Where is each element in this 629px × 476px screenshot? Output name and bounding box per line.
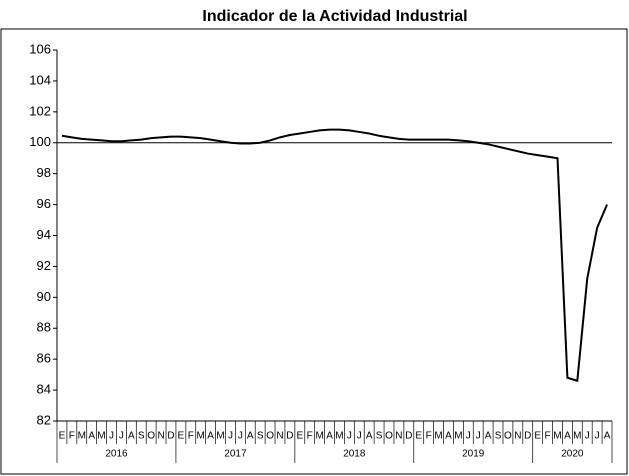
x-tick-label: D	[286, 431, 293, 442]
x-tick-label: S	[495, 431, 502, 442]
x-tick-label: J	[228, 431, 233, 442]
x-tick-label: J	[238, 431, 243, 442]
x-tick-label: A	[128, 431, 135, 442]
y-tick-label: 84	[37, 382, 51, 397]
x-tick-label: D	[524, 431, 531, 442]
x-tick-label: S	[257, 431, 264, 442]
y-tick-label: 102	[29, 103, 51, 118]
x-tick-label: F	[307, 431, 313, 442]
x-tick-label: J	[466, 431, 471, 442]
x-tick-label: E	[59, 431, 66, 442]
x-tick-label: A	[604, 431, 611, 442]
x-tick-label: J	[347, 431, 352, 442]
x-tick-label: M	[454, 431, 462, 442]
y-tick-label: 100	[29, 134, 51, 149]
y-tick-label: 92	[37, 258, 51, 273]
x-tick-label: N	[157, 431, 164, 442]
x-tick-label: O	[385, 431, 393, 442]
x-tick-label: M	[553, 431, 561, 442]
frame	[0, 28, 628, 475]
x-tick-label: M	[197, 431, 205, 442]
y-tick-label: 90	[37, 289, 51, 304]
year-label: 2017	[224, 449, 247, 460]
x-tick-label: A	[207, 431, 214, 442]
x-tick-label: A	[326, 431, 333, 442]
y-tick-label: 106	[29, 41, 51, 56]
x-tick-label: J	[585, 431, 590, 442]
x-tick-label: D	[405, 431, 412, 442]
x-tick-label: J	[357, 431, 362, 442]
year-label: 2018	[343, 449, 366, 460]
x-tick-label: A	[445, 431, 452, 442]
x-tick-label: M	[315, 431, 323, 442]
x-tick-label: M	[97, 431, 105, 442]
year-label: 2016	[105, 449, 128, 460]
y-tick-label: 104	[29, 72, 51, 87]
x-tick-label: F	[69, 431, 75, 442]
y-tick-label: 86	[37, 351, 51, 366]
x-tick-label: E	[178, 431, 185, 442]
year-label: 2019	[462, 449, 485, 460]
x-tick-label: A	[485, 431, 492, 442]
y-tick-label: 96	[37, 196, 51, 211]
data-line	[61, 128, 608, 383]
x-tick-label: J	[476, 431, 481, 442]
chart-title: Indicador de la Actividad Industrial	[202, 8, 467, 25]
x-tick-label: A	[564, 431, 571, 442]
year-label: 2020	[561, 449, 584, 460]
x-tick-label: M	[573, 431, 581, 442]
x-tick-label: E	[534, 431, 541, 442]
y-tick-label: 98	[37, 165, 51, 180]
x-tick-label: N	[276, 431, 283, 442]
x-tick-label: M	[335, 431, 343, 442]
x-tick-label: N	[514, 431, 521, 442]
x-tick-label: A	[247, 431, 254, 442]
x-tick-label: N	[395, 431, 402, 442]
x-tick-label: E	[296, 431, 303, 442]
x-tick-label: J	[119, 431, 124, 442]
x-tick-label: F	[188, 431, 194, 442]
x-tick-label: S	[138, 431, 145, 442]
x-tick-label: O	[504, 431, 512, 442]
x-tick-label: A	[366, 431, 373, 442]
x-tick-label: J	[109, 431, 114, 442]
x-tick-label: E	[415, 431, 422, 442]
x-tick-label: O	[266, 431, 274, 442]
x-tick-label: F	[545, 431, 551, 442]
x-tick-label: M	[216, 431, 224, 442]
y-tick-label: 94	[37, 227, 51, 242]
y-tick-label: 88	[37, 320, 51, 335]
x-tick-label: M	[78, 431, 86, 442]
x-tick-label: D	[167, 431, 174, 442]
x-tick-label: A	[88, 431, 95, 442]
y-tick-label: 82	[37, 412, 51, 427]
x-tick-label: O	[147, 431, 155, 442]
x-tick-label: J	[595, 431, 600, 442]
x-tick-label: S	[376, 431, 383, 442]
x-tick-label: M	[434, 431, 442, 442]
x-tick-label: F	[426, 431, 432, 442]
